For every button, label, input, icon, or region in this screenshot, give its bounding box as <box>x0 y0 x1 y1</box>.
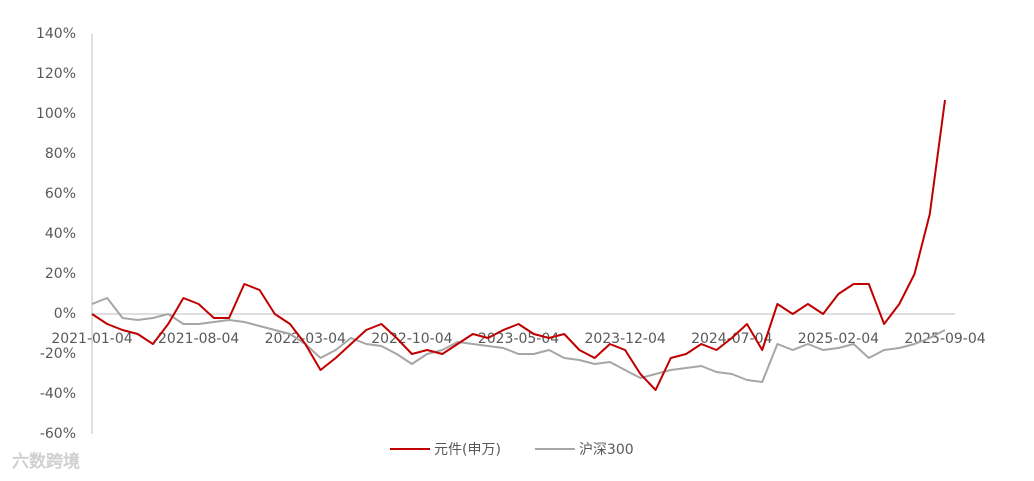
y-tick-label: 140% <box>36 26 76 42</box>
x-tick-label: 2023-12-04 <box>584 331 665 347</box>
y-tick-label: -20% <box>40 346 76 362</box>
y-tick-label: 80% <box>45 146 76 162</box>
y-tick-label: 20% <box>45 266 76 282</box>
y-tick-label: 0% <box>54 306 76 322</box>
legend-label: 元件(申万) <box>434 442 501 458</box>
x-tick-label: 2022-03-04 <box>265 331 346 347</box>
series-line <box>91 297 946 383</box>
watermark: 六数跨境 <box>12 451 80 472</box>
y-tick-label: 100% <box>36 106 76 122</box>
series-line <box>91 99 946 391</box>
x-tick-label: 2025-02-04 <box>798 331 879 347</box>
x-tick-label: 2021-01-04 <box>51 331 132 347</box>
x-tick-label: 2023-05-04 <box>478 331 559 347</box>
y-tick-label: 40% <box>45 226 76 242</box>
x-tick-label: 2021-08-04 <box>158 331 239 347</box>
x-tick-label: 2025-09-04 <box>904 331 985 347</box>
y-tick-label: -60% <box>40 426 76 442</box>
y-tick-label: -40% <box>40 386 76 402</box>
y-tick-label: 120% <box>36 66 76 82</box>
y-tick-label: 60% <box>45 186 76 202</box>
legend-label: 沪深300 <box>579 442 634 458</box>
x-tick-label: 2022-10-04 <box>371 331 452 347</box>
